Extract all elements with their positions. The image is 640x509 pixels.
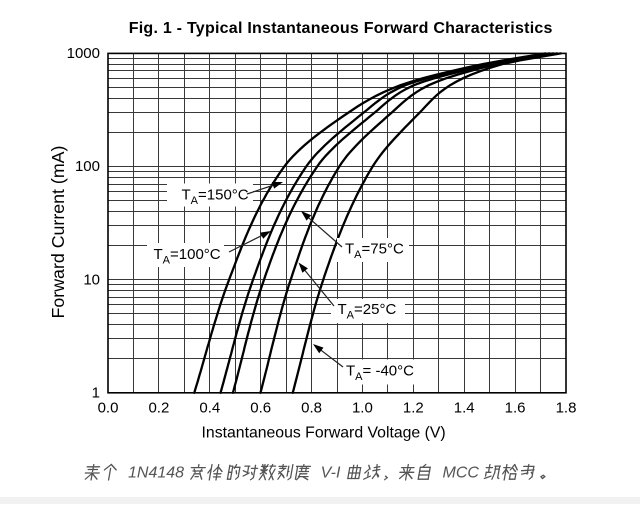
svg-text:Forward Current (mA): Forward Current (mA) [48,146,68,319]
svg-text:V-I: V-I [321,465,341,482]
svg-text:Instantaneous Forward Voltage: Instantaneous Forward Voltage (V) [202,425,446,442]
svg-text:1000: 1000 [67,45,100,62]
svg-text:1.0: 1.0 [352,400,373,417]
svg-text:1N4148: 1N4148 [128,465,184,482]
svg-text:0.2: 0.2 [148,400,169,417]
svg-text:0.8: 0.8 [301,400,322,417]
svg-text:Fig. 1 - Typical Instantaneous: Fig. 1 - Typical Instantaneous Forward C… [129,20,553,37]
svg-text:0.6: 0.6 [250,400,271,417]
svg-text:0.0: 0.0 [98,400,119,417]
svg-text:0.4: 0.4 [199,400,220,417]
svg-text:100: 100 [75,158,100,175]
svg-text:1.8: 1.8 [556,400,577,417]
svg-text:10: 10 [83,271,100,288]
svg-text:MCC: MCC [443,465,480,482]
svg-text:1.2: 1.2 [403,400,424,417]
svg-text:1.4: 1.4 [454,400,475,417]
svg-text:1.6: 1.6 [505,400,526,417]
